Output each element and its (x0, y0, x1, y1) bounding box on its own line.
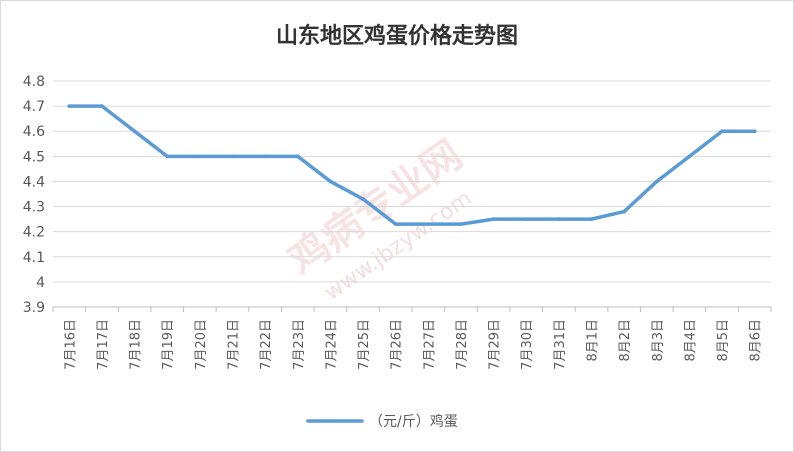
data-point (491, 217, 496, 221)
data-point (752, 129, 757, 134)
data-point (198, 154, 202, 159)
y-tick-label: 4 (36, 275, 45, 291)
x-tick-label: 8月3日 (651, 319, 666, 362)
data-point (361, 197, 365, 201)
x-tick-label: 7月16日 (63, 319, 78, 370)
x-tick-label: 7月20日 (194, 319, 209, 370)
y-tick-label: 4.1 (23, 250, 45, 266)
x-tick-label: 8月4日 (683, 319, 698, 362)
y-tick-label: 4.8 (23, 74, 45, 90)
chart-title: 山东地区鸡蛋价格走势图 (276, 23, 518, 49)
data-point (720, 129, 724, 134)
data-point (589, 217, 594, 221)
series (67, 104, 757, 226)
series-line (67, 104, 757, 226)
data-point (263, 154, 267, 159)
y-axis-ticks: 3.9 4 4.1 4.2 4.3 4.4 4.5 4.6 4.7 4.8 (23, 74, 45, 316)
data-point (622, 209, 626, 214)
x-tick-label: 7月21日 (227, 319, 242, 370)
x-tick-label: 7月24日 (324, 319, 339, 370)
data-point (524, 217, 529, 221)
x-tick-label: 7月28日 (455, 319, 470, 370)
data-point (230, 154, 235, 159)
data-point (459, 222, 463, 226)
data-point (132, 129, 137, 134)
y-tick-label: 4.3 (23, 200, 45, 216)
x-tick-label: 7月22日 (259, 319, 274, 370)
y-tick-label: 4.5 (23, 149, 45, 165)
grid (53, 80, 771, 308)
legend: （元/斤）鸡蛋 (306, 413, 458, 430)
watermark: 鸡病专业网 www.jbzyw.com (280, 132, 476, 306)
x-tick-label: 7月23日 (292, 319, 307, 370)
data-point (165, 154, 170, 159)
data-point (328, 179, 333, 184)
data-point (426, 222, 431, 226)
x-tick-label: 7月29日 (488, 319, 503, 370)
x-tick-label: 7月30日 (520, 319, 535, 370)
x-tick-label: 7月25日 (357, 319, 372, 370)
data-point (687, 154, 692, 159)
x-tick-label: 8月6日 (749, 319, 764, 362)
y-tick-label: 4.6 (23, 124, 45, 140)
x-tick-label: 8月1日 (586, 319, 601, 362)
legend-label: （元/斤）鸡蛋 (369, 413, 458, 430)
x-tick-label: 7月27日 (422, 319, 437, 370)
data-point (295, 154, 300, 159)
y-tick-label: 4.4 (23, 174, 45, 190)
x-tick-label: 8月2日 (618, 319, 633, 362)
data-point (393, 222, 398, 226)
x-tick-label: 7月17日 (96, 319, 111, 370)
data-point (557, 217, 561, 221)
y-tick-label: 3.9 (23, 300, 45, 316)
data-point (654, 179, 659, 184)
x-tick-label: 7月31日 (553, 319, 568, 370)
data-point (100, 104, 104, 108)
x-tick-label: 7月18日 (129, 319, 144, 370)
x-tick-label: 7月26日 (390, 319, 405, 370)
x-axis-ticks: 7月16日 7月17日 7月18日 7月19日 7月20日 7月21日 7月22日 7月23日… (52, 307, 772, 370)
y-tick-label: 4.7 (23, 99, 45, 115)
y-tick-label: 4.2 (23, 225, 45, 241)
x-tick-label: 7月19日 (161, 319, 176, 370)
x-tick-label: 8月5日 (716, 319, 731, 362)
data-point (67, 104, 72, 108)
